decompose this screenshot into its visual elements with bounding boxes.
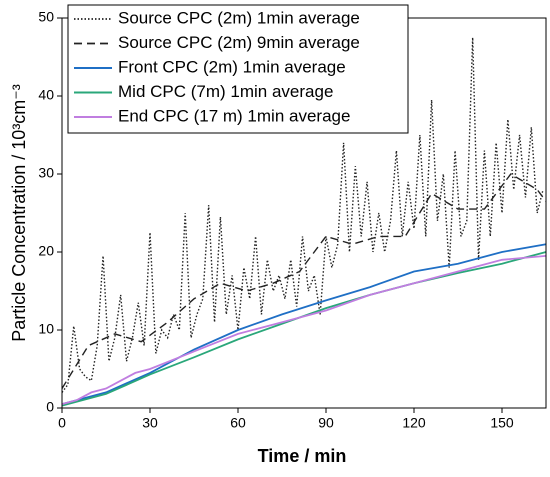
y-tick-label: 50	[38, 9, 54, 25]
x-tick-label: 120	[402, 415, 426, 431]
x-tick-label: 150	[490, 415, 514, 431]
x-tick-label: 30	[142, 415, 158, 431]
x-tick-label: 90	[318, 415, 334, 431]
legend-label: Front CPC (2m) 1min average	[118, 57, 346, 76]
y-tick-label: 10	[38, 321, 54, 337]
legend-label: Source CPC (2m) 1min average	[118, 8, 360, 27]
y-tick-label: 30	[38, 165, 54, 181]
y-tick-label: 0	[46, 399, 54, 415]
legend-box	[67, 4, 409, 134]
legend-label: Source CPC (2m) 9min average	[118, 33, 360, 52]
series-line	[61, 173, 547, 389]
y-tick-label: 20	[38, 243, 54, 259]
y-axis-label: Particle Concentration / 10³cm⁻³	[9, 84, 29, 342]
series-line	[61, 255, 547, 405]
series-line	[61, 251, 547, 407]
legend-label: End CPC (17 m) 1min average	[118, 106, 350, 125]
legend-label: Mid CPC (7m) 1min average	[118, 82, 333, 101]
x-tick-label: 0	[58, 415, 66, 431]
x-tick-label: 60	[230, 415, 246, 431]
legend: Source CPC (2m) 1min average Source CPC (…	[67, 4, 409, 134]
x-axis-label: Time / min	[258, 446, 347, 466]
series-line	[61, 243, 547, 405]
series-line	[61, 37, 544, 393]
y-tick-label: 40	[38, 87, 54, 103]
